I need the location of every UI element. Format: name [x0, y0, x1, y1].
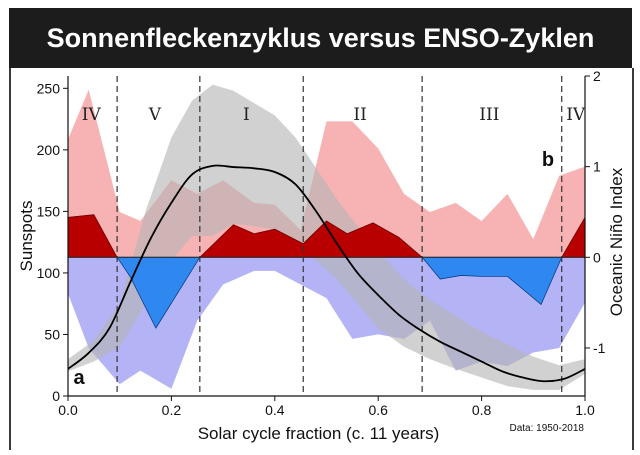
y-left-tick-label-4: 200 — [37, 142, 61, 158]
x-tick-label-0: 0.0 — [58, 402, 78, 418]
x-tick-label-4: 0.8 — [472, 402, 492, 418]
data-source-note: Data: 1950-2018 — [509, 423, 584, 434]
chart-title: Sonnenfleckenzyklus versus ENSO-Zyklen — [46, 22, 595, 53]
text-layer: 0.0 0.2 0.4 0.6 0.8 1.0 0 50 100 150 200 250 -1 0 1 2 So… — [17, 68, 626, 443]
phase-label-4: III — [479, 105, 499, 125]
panel-label-b: b — [542, 149, 554, 171]
y-left-tick-label-3: 150 — [37, 203, 61, 219]
x-tick-label-2: 0.4 — [265, 402, 285, 418]
phase-label-1: V — [148, 105, 162, 125]
line-layer — [67, 76, 586, 396]
y-right-tick-label-2: 1 — [593, 159, 601, 175]
x-tick-label-5: 1.0 — [575, 402, 595, 418]
y-left-tick-label-2: 100 — [37, 265, 61, 281]
y-right-tick-label-1: 0 — [593, 249, 601, 265]
x-axis-title: Solar cycle fraction (c. 11 years) — [198, 424, 440, 443]
oni-fill-layer — [67, 214, 586, 329]
y-left-tick-label-5: 250 — [37, 80, 61, 96]
x-tick-label-1: 0.2 — [162, 402, 182, 418]
chart-frame — [9, 68, 634, 450]
chart-title-banner: Sonnenfleckenzyklus versus ENSO-Zyklen — [9, 8, 632, 68]
axes-layer — [63, 75, 590, 401]
panel-label-a: a — [73, 367, 85, 389]
y-right-tick-label-3: 2 — [593, 68, 601, 84]
phase-label-3: II — [353, 105, 366, 125]
y-left-axis-title: Sunspots — [17, 201, 36, 272]
x-tick-label-3: 0.6 — [368, 402, 388, 418]
phase-label-0: IV — [82, 105, 102, 125]
oni-negative-fill-3 — [421, 256, 563, 306]
y-left-tick-label-0: 0 — [52, 388, 60, 404]
y-right-tick-label-0: -1 — [593, 340, 606, 356]
sunspot-mean-line — [67, 164, 586, 383]
y-right-axis-title: Oceanic Niño Index — [607, 167, 626, 316]
phase-label-2: I — [243, 105, 250, 125]
y-left-tick-label-1: 50 — [44, 326, 60, 342]
oni-positive-fill-2 — [198, 220, 424, 258]
phase-label-5: IV — [566, 105, 586, 125]
